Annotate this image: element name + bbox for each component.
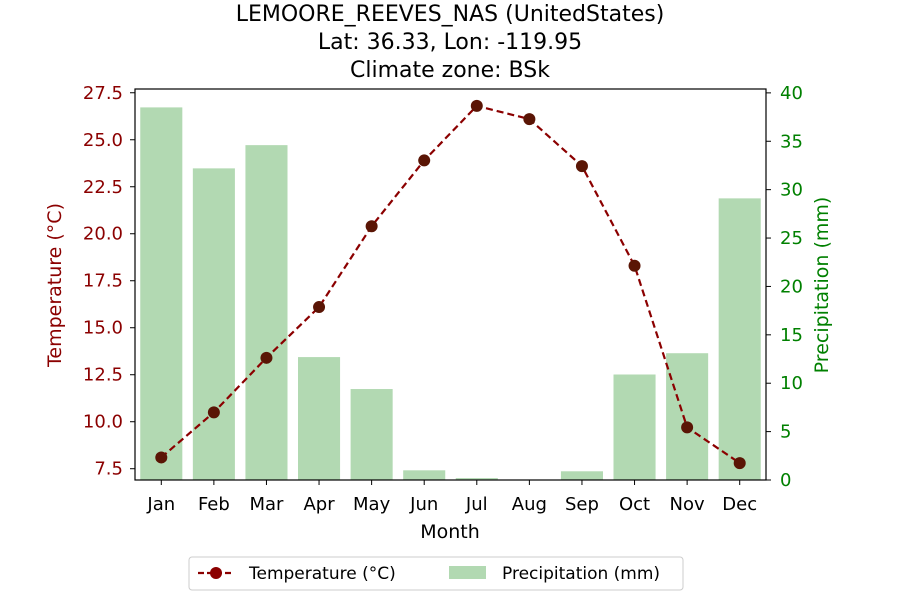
left-tick-label: 17.5 [83, 271, 123, 292]
x-tick-label: Dec [722, 494, 757, 515]
temperature-point-nov [681, 421, 694, 434]
right-axis-ticks: 0 5 10 15 20 25 30 35 40 [766, 83, 803, 491]
legend-temperature-marker [210, 567, 222, 579]
legend-box [188, 556, 684, 591]
legend: Temperature (°C) Precipitation (mm) [188, 556, 684, 591]
precipitation-bar-jan [140, 107, 183, 480]
temperature-point-aug [523, 113, 536, 126]
x-axis-ticks: Jan Feb Mar Apr May Jun Jul Aug Sep Oct Nov Dec [146, 480, 757, 515]
left-axis-label: Temperature (°C) [44, 203, 66, 368]
temperature-point-dec [733, 457, 746, 470]
right-tick-label: 10 [780, 373, 803, 394]
chart-title-line-3: Climate zone: BSk [350, 58, 550, 83]
chart-title-line-1: LEMOORE_REEVES_NAS (UnitedStates) [236, 2, 665, 27]
precipitation-bar-nov [666, 353, 709, 480]
x-tick-label: Nov [670, 494, 705, 515]
temperature-point-jun [418, 154, 431, 167]
x-tick-label: Aug [512, 494, 547, 515]
left-tick-label: 22.5 [83, 177, 123, 198]
x-tick-label: Sep [565, 494, 599, 515]
temperature-point-jan [155, 451, 168, 464]
plot-frame [134, 88, 767, 481]
x-tick-label: May [353, 494, 391, 515]
x-tick-label: Jun [409, 494, 438, 515]
left-tick-label: 15.0 [83, 318, 123, 339]
right-tick-label: 25 [780, 228, 803, 249]
precipitation-bar-feb [192, 168, 235, 480]
x-axis-label: Month [420, 521, 480, 543]
left-tick-label: 12.5 [83, 365, 123, 386]
temperature-point-feb [207, 406, 220, 419]
legend-precipitation-swatch [449, 566, 486, 579]
temperature-point-apr [313, 301, 326, 314]
right-tick-label: 30 [780, 180, 803, 201]
right-tick-label: 40 [780, 83, 803, 104]
precipitation-bar-oct [613, 374, 656, 480]
right-tick-label: 20 [780, 276, 803, 297]
right-tick-label: 35 [780, 131, 803, 152]
temperature-point-oct [628, 259, 641, 272]
right-axis-label: Precipitation (mm) [811, 197, 833, 374]
x-tick-label: Apr [303, 494, 335, 515]
right-tick-label: 0 [780, 470, 791, 491]
temperature-point-may [365, 220, 378, 233]
precipitation-bar-dec [718, 198, 761, 480]
left-tick-label: 25.0 [83, 130, 123, 151]
precipitation-bars [140, 107, 761, 480]
legend-precipitation-label: Precipitation (mm) [502, 564, 660, 584]
x-tick-label: Jan [146, 494, 175, 515]
right-tick-label: 15 [780, 325, 803, 346]
precipitation-bar-jul [455, 478, 498, 480]
precipitation-bar-apr [298, 357, 341, 480]
legend-temperature-label: Temperature (°C) [248, 564, 396, 584]
x-tick-label: Jul [465, 494, 488, 515]
left-tick-label: 20.0 [83, 224, 123, 245]
temperature-point-sep [575, 160, 588, 173]
left-axis-ticks: 7.5 10.0 12.5 15.0 17.5 20.0 22.5 25.0 27.5 [83, 83, 135, 480]
temperature-point-mar [260, 351, 273, 364]
precipitation-bar-mar [245, 145, 288, 480]
precipitation-bar-jun [403, 470, 446, 480]
temperature-series-line [160, 104, 741, 464]
precipitation-bar-sep [560, 471, 603, 480]
left-tick-label: 10.0 [83, 412, 123, 433]
chart-title-line-2: Lat: 36.33, Lon: -119.95 [318, 30, 582, 55]
left-tick-label: 7.5 [94, 459, 123, 480]
x-tick-label: Oct [619, 494, 650, 515]
temperature-line [155, 99, 746, 470]
precipitation-bar-may [350, 389, 393, 480]
temperature-point-jul [470, 99, 483, 112]
right-tick-label: 5 [780, 422, 791, 443]
left-tick-label: 27.5 [83, 83, 123, 104]
x-tick-label: Mar [249, 494, 284, 515]
x-tick-label: Feb [198, 494, 230, 515]
